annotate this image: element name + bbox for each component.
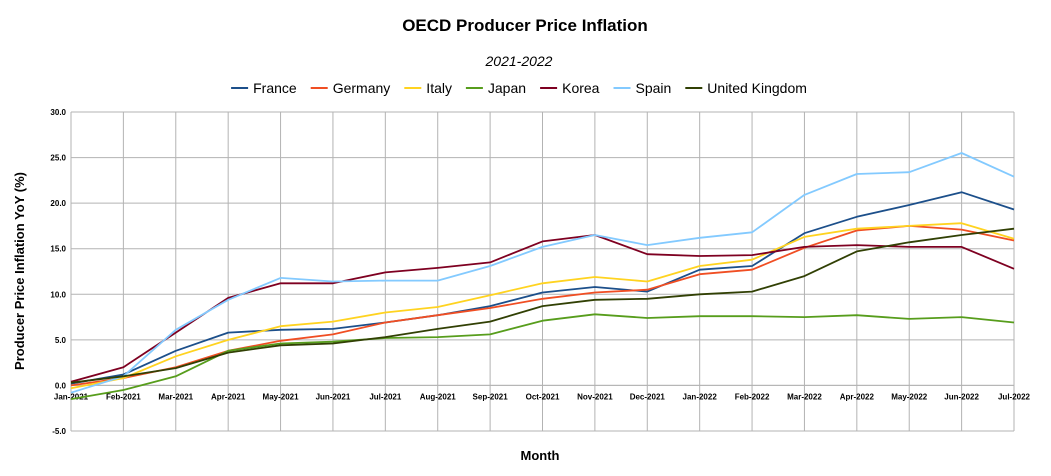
x-tick-label: Feb-2022 [735,392,770,401]
y-axis-title: Producer Price Inflation YoY (%) [12,172,27,370]
series-line-spain [70,152,1015,394]
series-line-france [70,191,1015,385]
legend-item-germany: Germany [310,80,391,96]
x-tick-label: Jun-2022 [944,392,979,401]
y-tick-label: 20.0 [50,199,66,208]
x-tick-label: Jul-2021 [369,392,402,401]
legend-label: Japan [488,80,526,96]
y-tick-label: 0.0 [55,381,67,390]
chart-title: OECD Producer Price Inflation [402,16,648,35]
series-line-korea [70,234,1015,383]
y-tick-label: 30.0 [50,108,66,117]
x-tick-label: Apr-2021 [211,392,246,401]
legend-item-united-kingdom: United Kingdom [685,80,807,96]
y-tick-label: -5.0 [52,427,66,436]
legend-item-korea: Korea [540,80,600,96]
legend-label: France [253,80,297,96]
chart-subtitle: 2021-2022 [485,53,553,69]
series-line-italy [70,222,1015,390]
x-tick-label: Dec-2021 [630,392,666,401]
legend-label: Spain [636,80,672,96]
y-tick-label: 15.0 [50,245,66,254]
plot-area: 30.0 25.0 20.0 15.0 10.0 5.0 0.0 -5.0 Jan-2021 Fe… [50,108,1030,436]
x-tick-label: Sep-2021 [473,392,509,401]
legend-label: Germany [333,80,391,96]
legend-item-japan: Japan [465,80,526,96]
x-tick-label: Oct-2021 [526,392,560,401]
legend-item-italy: Italy [404,80,452,96]
x-tick-label: May-2021 [263,392,300,401]
legend-item-spain: Spain [613,80,672,96]
x-tick-label: Apr-2022 [840,392,875,401]
legend-label: Korea [562,80,600,96]
x-tick-label: Jun-2021 [316,392,351,401]
x-tick-label: Mar-2022 [787,392,822,401]
y-tick-label: 5.0 [55,336,67,345]
x-tick-label: Feb-2021 [106,392,141,401]
x-axis-title: Month [521,448,560,463]
y-tick-label: 10.0 [50,290,66,299]
x-tick-label: May-2022 [891,392,928,401]
legend: France Germany Italy Japan Korea Spain United … [231,80,807,96]
x-tick-label: Nov-2021 [577,392,613,401]
x-tick-label: Jan-2022 [683,392,718,401]
x-tick-label: Jul-2022 [998,392,1031,401]
legend-label: United Kingdom [707,80,807,96]
x-tick-label: Aug-2021 [420,392,457,401]
series-line-united-kingdom [70,227,1015,384]
series-line-japan [70,313,1015,400]
legend-label: Italy [426,80,452,96]
y-tick-label: 25.0 [50,154,66,163]
x-tick-label: Mar-2021 [158,392,193,401]
legend-item-france: France [231,80,297,96]
x-tick-label: Jan-2021 [54,392,89,401]
